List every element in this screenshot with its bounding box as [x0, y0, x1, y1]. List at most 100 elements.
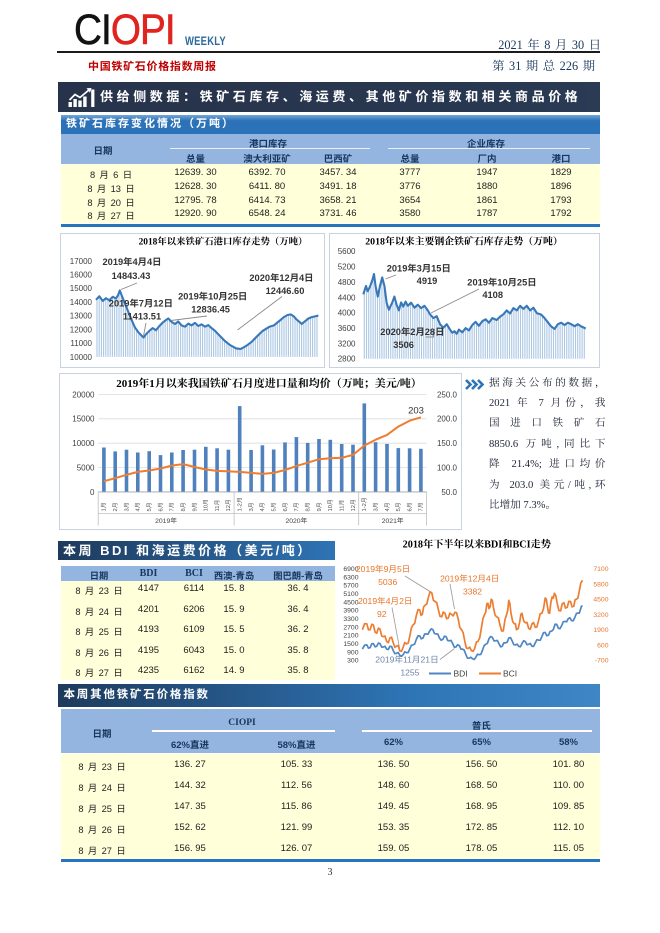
- svg-text:BDI: BDI: [454, 668, 468, 678]
- svg-text:-700: -700: [595, 658, 609, 665]
- svg-text:3506: 3506: [393, 339, 414, 349]
- svg-text:3900: 3900: [343, 608, 358, 615]
- svg-text:5000: 5000: [77, 463, 95, 472]
- svg-text:2800: 2800: [338, 354, 356, 363]
- svg-text:2019年4月4日: 2019年4月4日: [103, 257, 162, 267]
- svg-text:2020年: 2020年: [285, 517, 307, 525]
- svg-text:4500: 4500: [593, 597, 608, 604]
- svg-text:900: 900: [347, 649, 359, 656]
- svg-text:2019年4月2日: 2019年4月2日: [358, 596, 412, 606]
- svg-text:12000: 12000: [70, 325, 93, 334]
- svg-text:5200: 5200: [338, 262, 356, 271]
- svg-text:5100: 5100: [343, 591, 358, 598]
- svg-text:2019年: 2019年: [155, 517, 177, 525]
- svg-text:20000: 20000: [72, 390, 95, 399]
- svg-text:17000: 17000: [70, 256, 93, 265]
- svg-text:2019年7月12日: 2019年7月12日: [109, 298, 173, 308]
- svg-text:300: 300: [347, 658, 359, 665]
- svg-text:5800: 5800: [593, 581, 608, 588]
- svg-text:2019年3月15日: 2019年3月15日: [387, 263, 451, 273]
- svg-text:7月: 7月: [417, 502, 424, 511]
- svg-text:13000: 13000: [70, 311, 93, 320]
- svg-text:15000: 15000: [72, 415, 95, 424]
- svg-text:1-2月: 1-2月: [361, 497, 368, 511]
- svg-text:14843.43: 14843.43: [112, 270, 151, 280]
- svg-text:8月: 8月: [180, 502, 187, 511]
- svg-text:12月: 12月: [225, 499, 232, 511]
- svg-text:11月: 11月: [338, 500, 345, 512]
- svg-text:92: 92: [377, 609, 387, 619]
- svg-text:2021年: 2021年: [382, 517, 404, 525]
- svg-text:2018年以来主要钢企铁矿石库存走势（万吨）: 2018年以来主要钢企铁矿石库存走势（万吨）: [365, 235, 563, 247]
- svg-text:2019年10月25日: 2019年10月25日: [467, 277, 536, 287]
- svg-text:5月: 5月: [270, 502, 277, 511]
- svg-text:203: 203: [408, 406, 424, 417]
- svg-text:4400: 4400: [338, 293, 356, 302]
- svg-text:4108: 4108: [482, 290, 503, 300]
- svg-text:3月: 3月: [372, 502, 379, 511]
- svg-text:6900: 6900: [343, 566, 358, 573]
- svg-text:4000: 4000: [338, 308, 356, 317]
- svg-text:6300: 6300: [343, 574, 358, 581]
- svg-text:2月: 2月: [112, 502, 119, 511]
- svg-text:4800: 4800: [338, 277, 356, 286]
- svg-text:3382: 3382: [463, 586, 482, 596]
- svg-text:4919: 4919: [417, 276, 438, 286]
- svg-text:0: 0: [90, 488, 95, 497]
- svg-text:3月: 3月: [248, 502, 255, 511]
- svg-text:6月: 6月: [282, 502, 289, 511]
- svg-text:2100: 2100: [343, 633, 358, 640]
- svg-text:11月: 11月: [214, 500, 221, 512]
- svg-text:2019年12月4日: 2019年12月4日: [440, 573, 499, 583]
- svg-text:10000: 10000: [70, 352, 93, 361]
- svg-text:5月: 5月: [146, 502, 153, 511]
- svg-text:250.0: 250.0: [437, 390, 458, 399]
- svg-text:10月: 10月: [327, 499, 334, 511]
- svg-text:50.0: 50.0: [441, 488, 457, 497]
- svg-text:12836.45: 12836.45: [191, 304, 230, 314]
- svg-text:10000: 10000: [72, 439, 95, 448]
- svg-text:7月: 7月: [293, 502, 300, 511]
- svg-text:4月: 4月: [384, 502, 391, 511]
- svg-text:11413.51: 11413.51: [123, 311, 161, 321]
- svg-text:1900: 1900: [593, 627, 608, 634]
- svg-text:5600: 5600: [338, 247, 356, 256]
- svg-text:600: 600: [597, 642, 609, 649]
- svg-text:2700: 2700: [343, 624, 358, 631]
- svg-text:3200: 3200: [338, 339, 356, 348]
- svg-text:2019年9月5日: 2019年9月5日: [356, 564, 410, 574]
- svg-text:2018年以来铁矿石港口库存走势（万吨）: 2018年以来铁矿石港口库存走势（万吨）: [139, 235, 308, 247]
- svg-text:4500: 4500: [343, 599, 358, 606]
- svg-text:10月: 10月: [202, 499, 209, 511]
- svg-text:3300: 3300: [343, 616, 358, 623]
- svg-text:2019年11月21日: 2019年11月21日: [375, 655, 438, 665]
- svg-text:9月: 9月: [316, 502, 323, 511]
- svg-text:1-2月: 1-2月: [236, 497, 243, 511]
- svg-text:2019年10月25日: 2019年10月25日: [178, 291, 247, 301]
- svg-text:150.0: 150.0: [437, 439, 458, 448]
- svg-text:12446.60: 12446.60: [266, 285, 305, 295]
- svg-text:1255: 1255: [400, 668, 419, 678]
- svg-text:7100: 7100: [593, 566, 608, 573]
- svg-text:5月: 5月: [395, 502, 402, 511]
- svg-text:2019年1月以来我国铁矿石月度进口量和均价（万吨；美元/吨: 2019年1月以来我国铁矿石月度进口量和均价（万吨；美元/吨）: [116, 377, 422, 390]
- svg-text:16000: 16000: [70, 270, 93, 279]
- svg-text:1月: 1月: [100, 502, 107, 511]
- svg-text:7月: 7月: [168, 502, 175, 511]
- svg-text:5036: 5036: [378, 577, 397, 587]
- svg-text:3200: 3200: [593, 612, 608, 619]
- svg-text:6月: 6月: [157, 502, 164, 511]
- svg-text:BCI: BCI: [503, 668, 517, 678]
- svg-text:12月: 12月: [350, 499, 357, 511]
- svg-text:15000: 15000: [70, 284, 93, 293]
- svg-text:3600: 3600: [338, 324, 356, 333]
- svg-text:1500: 1500: [343, 641, 358, 648]
- svg-text:2020年12月4日: 2020年12月4日: [249, 272, 313, 282]
- svg-text:9月: 9月: [191, 502, 198, 511]
- svg-text:100.0: 100.0: [437, 463, 458, 472]
- svg-text:4月: 4月: [259, 502, 266, 511]
- svg-text:6月: 6月: [406, 502, 413, 511]
- svg-text:14000: 14000: [70, 297, 93, 306]
- svg-text:11000: 11000: [70, 339, 92, 348]
- svg-text:3月: 3月: [123, 502, 130, 511]
